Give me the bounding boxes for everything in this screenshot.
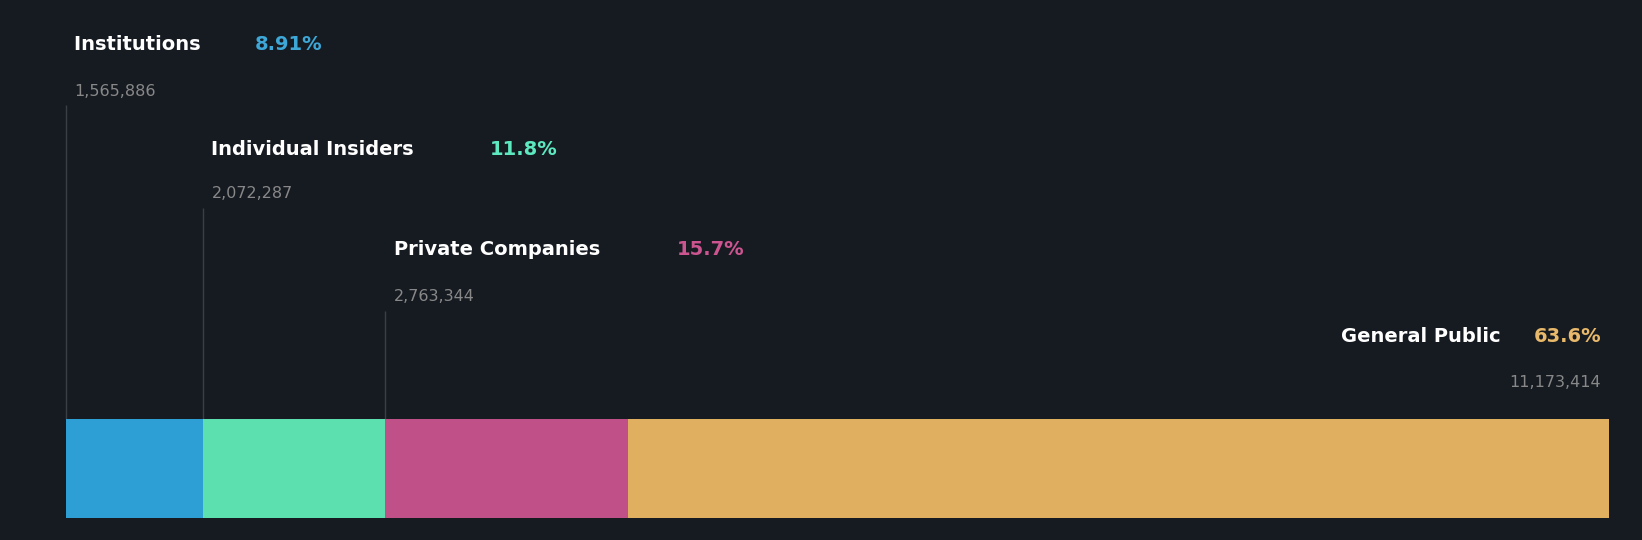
Text: 8.91%: 8.91%	[255, 35, 322, 54]
Bar	[627, 418, 1609, 518]
Text: Individual Insiders: Individual Insiders	[212, 140, 427, 159]
Bar	[386, 418, 627, 518]
Bar	[204, 418, 386, 518]
Text: 1,565,886: 1,565,886	[74, 84, 156, 99]
Text: 15.7%: 15.7%	[677, 240, 745, 259]
Text: General Public: General Public	[1342, 327, 1501, 346]
Text: 63.6%: 63.6%	[1534, 327, 1601, 346]
Text: 2,763,344: 2,763,344	[394, 289, 475, 304]
Text: 11.8%: 11.8%	[491, 140, 558, 159]
Bar	[66, 418, 204, 518]
Text: 2,072,287: 2,072,287	[212, 186, 292, 201]
Text: 11,173,414: 11,173,414	[1509, 375, 1601, 390]
Text: Institutions: Institutions	[74, 35, 213, 54]
Text: Private Companies: Private Companies	[394, 240, 614, 259]
